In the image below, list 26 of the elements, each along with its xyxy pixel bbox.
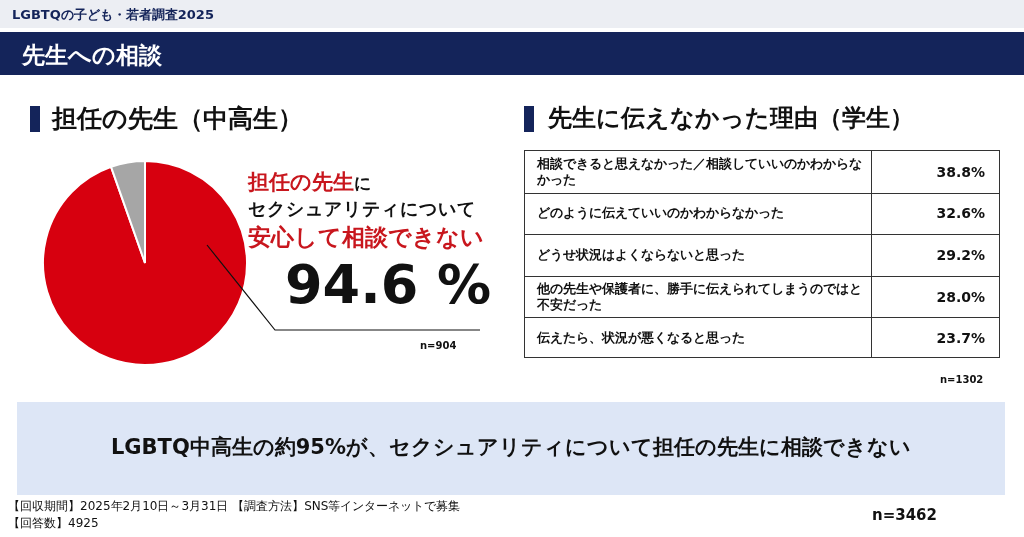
text: 先生への相談 [22, 41, 162, 70]
category-label: 他の先生や保護者に、勝手に伝えられてしまうのではと不安だった [537, 279, 863, 314]
text: 【回収期間】2025年2月10日～3月31日 【調査方法】SNS等インターネットで募集 [8, 498, 461, 515]
text: n=3462 [872, 506, 937, 524]
text: LGBTQの子ども・若者調査2025 [12, 6, 214, 24]
category-label: どのように伝えていいのかわからなかった [537, 204, 785, 223]
text: 安心して相談できない [248, 223, 484, 252]
category-label: 伝えたら、状況が悪くなると思った [537, 329, 746, 348]
text: 29.2% [936, 246, 985, 263]
text: 【回答数】4925 [8, 515, 99, 532]
text: セクシュアリティについて [248, 197, 476, 221]
text: 38.8% [936, 163, 985, 180]
category-label: 相談できると思えなかった／相談していいのかわからなかった [537, 154, 863, 189]
text: n=904 [420, 340, 457, 351]
chart-title: 担任の先生（中高生） [52, 103, 303, 135]
text: 先生に伝えなかった理由（学生） [548, 103, 914, 134]
text: 28.0% [936, 288, 985, 305]
text: 32.6% [936, 205, 985, 222]
data-label: 94.6 % [285, 253, 492, 316]
pie-slice [42, 160, 248, 366]
text: 23.7% [936, 330, 985, 347]
text: に [354, 173, 371, 193]
text: LGBTQ中高生の約95%が、セクシュアリティについて担任の先生に相談できない [109, 434, 913, 461]
category-label: どうせ状況はよくならないと思った [537, 246, 746, 264]
text: 担任の先生 [248, 170, 354, 194]
text: n=1302 [940, 374, 984, 385]
